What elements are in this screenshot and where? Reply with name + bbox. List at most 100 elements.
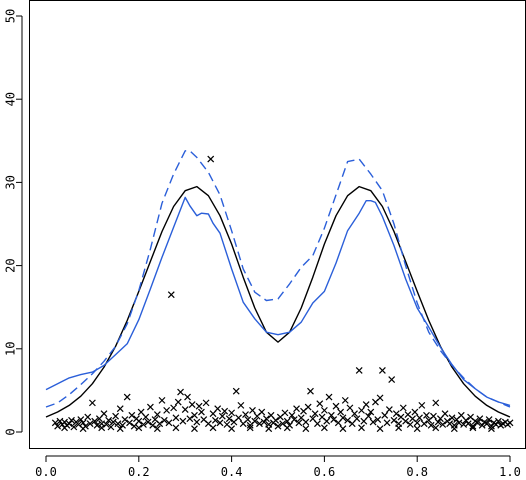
- scatter-point: [323, 417, 331, 425]
- x-tick-label: 1.0: [499, 465, 521, 479]
- x-axis: 0.0 0.2 0.4 0.6 0.8 1.0: [35, 455, 521, 479]
- scatter-point: [107, 423, 115, 431]
- scatter-point: [283, 424, 291, 432]
- scatter-point: [156, 420, 164, 428]
- scatter-point: [91, 417, 99, 425]
- scatter-point: [221, 407, 229, 415]
- scatter-point: [165, 419, 173, 427]
- scatter-point: [235, 414, 242, 422]
- scatter-point: [123, 393, 131, 401]
- scatter-point: [411, 408, 419, 416]
- scatter-point: [77, 416, 85, 423]
- scatter-point: [432, 424, 440, 432]
- scatter-point: [121, 416, 129, 423]
- scatter-point: [186, 415, 194, 423]
- scatter-point: [214, 405, 222, 413]
- scatter-point: [295, 419, 303, 427]
- scatter-point: [469, 424, 477, 432]
- scatter-point: [100, 410, 108, 418]
- scatter-point: [237, 401, 245, 409]
- scatter-point: [79, 425, 87, 433]
- x-tick-label: 0.6: [314, 465, 336, 479]
- scatter-point: [160, 416, 168, 424]
- scatter-point: [258, 408, 266, 416]
- scatter-point: [392, 410, 400, 418]
- scatter-point: [448, 414, 456, 422]
- scatter-point: [427, 421, 435, 429]
- scatter-point: [86, 420, 94, 428]
- scatter-point: [202, 399, 210, 407]
- scatter-point: [390, 416, 398, 424]
- scatter-point: [209, 424, 217, 432]
- scatter-point: [135, 417, 143, 425]
- scatter-point: [142, 413, 150, 421]
- scatter-point: [432, 399, 440, 407]
- scatter-point: [70, 423, 78, 431]
- scatter-point: [341, 396, 349, 404]
- scatter-point: [184, 393, 191, 401]
- scatter-point: [369, 418, 377, 426]
- scatter-point: [302, 425, 310, 433]
- scatter-point: [494, 417, 502, 425]
- scatter-point: [416, 414, 423, 422]
- scatter-point: [325, 393, 333, 401]
- scatter-point: [188, 401, 196, 408]
- scatter-point: [376, 425, 384, 433]
- scatter-point: [274, 422, 282, 430]
- scatter-point: [93, 421, 101, 429]
- scatter-point: [170, 404, 178, 412]
- scatter-point: [228, 409, 236, 417]
- scatter-point: [418, 401, 426, 409]
- scatter-point: [355, 367, 363, 374]
- scatter-point: [381, 411, 389, 419]
- scatter-point: [383, 419, 391, 427]
- scatter-point: [506, 419, 514, 427]
- scatter-point: [119, 421, 126, 429]
- scatter-point: [181, 406, 189, 413]
- scatter-point: [283, 417, 291, 425]
- scatter-point: [242, 411, 249, 418]
- scatter-point: [337, 408, 345, 416]
- scatter-point: [232, 387, 240, 395]
- scatter-point: [262, 415, 270, 423]
- y-axis: 0 10 20 30 40 50: [4, 9, 23, 436]
- scatter-point: [158, 396, 166, 404]
- scatter-point: [61, 418, 68, 426]
- scatter-point: [478, 421, 486, 429]
- scatter-point: [116, 405, 124, 413]
- scatter-point: [246, 424, 254, 432]
- scatter-point: [228, 425, 236, 433]
- scatter-point: [441, 410, 449, 418]
- scatter-point: [225, 415, 233, 423]
- scatter-point: [251, 417, 259, 425]
- series-layer: [45, 150, 511, 418]
- x-tick-label: 0.0: [35, 465, 57, 479]
- scatter-point: [114, 420, 122, 428]
- scatter-point: [167, 291, 175, 299]
- scatter-point: [469, 422, 477, 430]
- scatter-point: [378, 367, 386, 374]
- x-tick-label: 0.4: [221, 465, 243, 479]
- series-line-3: [45, 150, 511, 408]
- scatter-point: [174, 398, 182, 406]
- scatter-point: [211, 416, 219, 424]
- y-tick-label: 0: [4, 428, 18, 435]
- scatter-point: [488, 422, 495, 430]
- scatter-point: [374, 416, 382, 423]
- scatter-point: [413, 425, 421, 433]
- scatter-point: [316, 400, 324, 408]
- scatter-point: [128, 411, 136, 419]
- y-tick-label: 20: [4, 258, 18, 272]
- scatter-point: [191, 411, 198, 419]
- scatter-point: [135, 424, 143, 432]
- scatter-point: [102, 421, 110, 428]
- scatter-point: [485, 416, 493, 423]
- scatter-point: [488, 425, 495, 433]
- scatter-point: [430, 412, 437, 420]
- scatter-points: [51, 155, 514, 433]
- scatter-point: [314, 420, 321, 428]
- y-tick-label: 50: [4, 9, 18, 23]
- scatter-point: [339, 425, 347, 433]
- scatter-point: [406, 421, 414, 428]
